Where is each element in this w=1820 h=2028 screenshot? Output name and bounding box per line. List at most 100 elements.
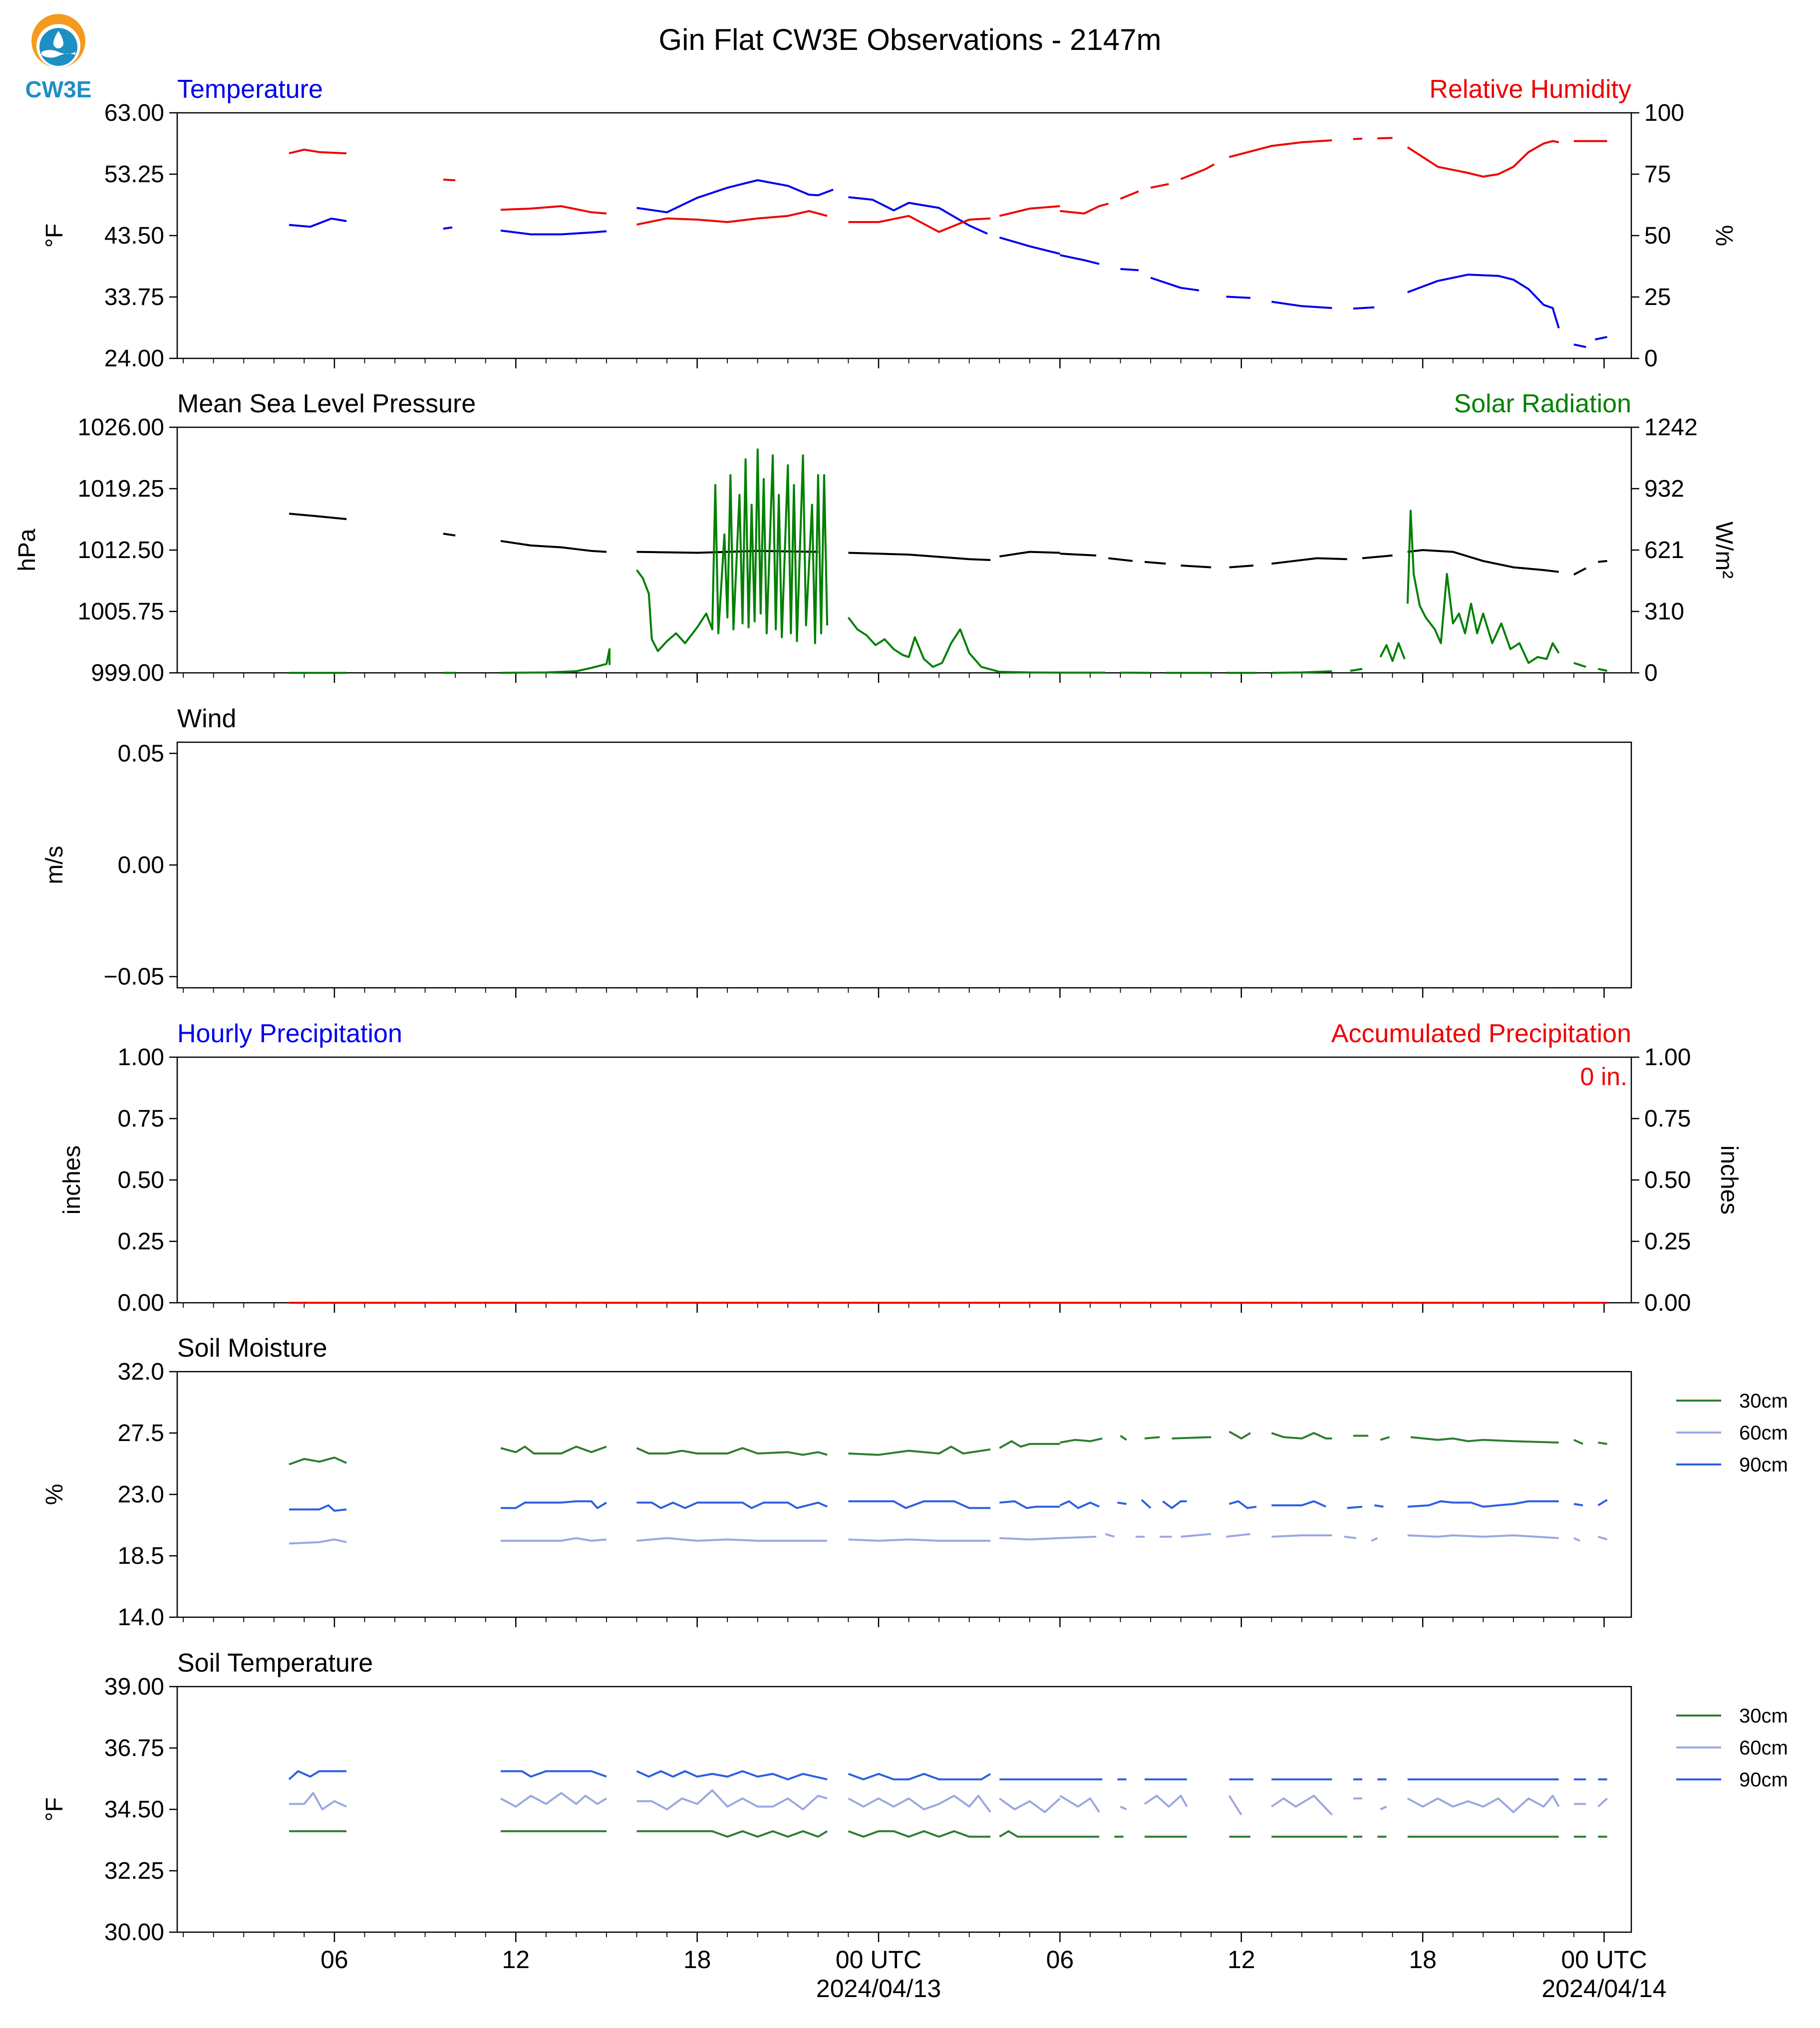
precip-ylabel-right: inches [1716,1146,1742,1215]
wind-ylabel: m/s [41,846,68,884]
temperature-ylabel: °F [41,224,68,248]
temperature-ytick-right-label: 100 [1644,100,1684,126]
pressure-ylabel: hPa [14,529,40,572]
x-tick-label: 12 [1227,1946,1255,1974]
precip-ytick-label: 0.00 [118,1290,164,1316]
pressure-ytick-right-label: 621 [1644,537,1684,564]
panel-precip: Hourly Precipitation Accumulated Precipit… [59,1019,1742,1316]
figure-title: Gin Flat CW3E Observations - 2147m [658,23,1161,56]
temperature-ytick-label: 43.50 [104,223,164,249]
legend-label-30cm: 30cm [1739,1390,1788,1412]
soil_temperature-ytick-label: 34.50 [104,1796,164,1823]
pressure-ytick-label: 1005.75 [77,598,164,625]
panel-soil_temperature: Soil Temperature 30.00 32.25 34.50 36.75 39.0… [41,1649,1788,1946]
soil_moisture-ytick-label: 18.5 [118,1543,164,1569]
wind-ytick-label: 0.00 [118,852,164,878]
soil_moisture-ylabel: % [41,1484,68,1505]
temperature-title-left: Temperature [177,75,323,104]
legend-label-60cm: 60cm [1739,1422,1788,1444]
temperature-ytick-label: 24.00 [104,345,164,372]
soil_moisture-series-90cm [289,1499,1608,1512]
pressure-ytick-right-label: 1242 [1644,414,1698,441]
logo-wave-icon [41,50,75,58]
temperature-title-right: Relative Humidity [1429,75,1631,104]
soil_moisture-ytick-label: 14.0 [118,1604,164,1631]
legend-label-90cm: 90cm [1739,1769,1788,1791]
temperature-ytick-right-label: 0 [1644,345,1658,372]
soil_temperature-title-left: Soil Temperature [177,1649,373,1678]
soil_temperature-ytick-label: 39.00 [104,1674,164,1700]
panel-pressure: Mean Sea Level Pressure Solar Radiation 99… [14,389,1737,686]
temperature-ytick-right-label: 50 [1644,223,1671,249]
pressure-ytick-label: 1019.25 [77,476,164,502]
soil_temperature-ytick-label: 32.25 [104,1858,164,1884]
pressure-series-solar-radiation [289,448,1608,674]
legend-label-90cm: 90cm [1739,1454,1788,1476]
pressure-ytick-label: 1026.00 [77,414,164,441]
temperature-ytick-right-label: 75 [1644,161,1671,188]
panels: Temperature Relative Humidity 24.00 33.75 43… [14,75,1788,1946]
temperature-ytick-label: 63.00 [104,100,164,126]
temperature-ytick-label: 53.25 [104,161,164,188]
x-date-label: 2024/04/14 [1541,1975,1666,2003]
soil_moisture-ytick-label: 32.0 [118,1359,164,1385]
panel-temperature: Temperature Relative Humidity 24.00 33.75 43… [41,75,1737,372]
x-tick-label: 00 UTC [836,1946,921,1974]
soil_moisture-title-left: Soil Moisture [177,1334,327,1363]
soil_moisture-ytick-label: 23.0 [118,1481,164,1508]
wind-title-left: Wind [177,704,236,733]
pressure-ylabel-right: W/m² [1711,522,1737,579]
pressure-ytick-right-label: 310 [1644,598,1684,625]
precip-ytick-right-label: 0.50 [1644,1167,1691,1193]
precip-ytick-right-label: 0.25 [1644,1228,1691,1255]
precip-ytick-label: 0.75 [118,1106,164,1132]
soil_temperature-ytick-label: 30.00 [104,1919,164,1946]
soil_moisture-legend: 30cm 60cm 90cm [1676,1390,1788,1476]
pressure-ytick-right-label: 932 [1644,476,1684,502]
wind-ytick-label: −0.05 [104,964,164,990]
pressure-title-left: Mean Sea Level Pressure [177,389,476,418]
soil_temperature-ytick-label: 36.75 [104,1735,164,1761]
precip-ytick-right-label: 0.75 [1644,1106,1691,1132]
temperature-ytick-label: 33.75 [104,284,164,310]
panel-wind: Wind −0.05 0.00 0.05 m/s [41,704,1632,998]
precip-ytick-label: 1.00 [118,1044,164,1071]
soil_temperature-series-90cm [288,1770,1607,1780]
logo-text: CW3E [25,76,92,102]
pressure-title-right: Solar Radiation [1454,389,1631,418]
soil_temperature-ylabel: °F [41,1797,68,1822]
precip-ylabel: inches [59,1146,85,1215]
precip-ytick-right-label: 1.00 [1644,1044,1691,1071]
x-tick-label: 06 [320,1946,348,1974]
wind-ytick-label: 0.05 [118,740,164,767]
logo-drop-icon [53,31,63,48]
soil_moisture-ytick-label: 27.5 [118,1420,164,1447]
precip-ytick-label: 0.25 [118,1228,164,1255]
x-tick-label: 18 [683,1946,711,1974]
soil_temperature-legend: 30cm 60cm 90cm [1676,1705,1788,1791]
pressure-series-mean-sea-level-pressure [289,513,1607,576]
soil_moisture-series-30cm [289,1431,1607,1465]
pressure-ytick-label: 999.00 [91,660,164,686]
precip-title-right: Accumulated Precipitation [1331,1019,1631,1048]
temperature-ylabel-right: % [1711,225,1737,247]
cw3e-logo: CW3E [25,14,92,102]
precip-title-left: Hourly Precipitation [177,1019,402,1048]
x-tick-label: 12 [502,1946,530,1974]
panel-soil_moisture: Soil Moisture 14.0 18.5 23.0 27.5 32.0% 30cm 60… [41,1334,1788,1631]
x-tick-label: 18 [1409,1946,1437,1974]
pressure-ytick-label: 1012.50 [77,537,164,564]
soil_moisture-series-60cm [289,1533,1608,1545]
legend-label-60cm: 60cm [1739,1737,1788,1759]
x-tick-label: 06 [1046,1946,1074,1974]
soil_temperature-series-30cm [289,1830,1607,1838]
soil_temperature-series-60cm [289,1789,1608,1816]
pressure-ytick-right-label: 0 [1644,660,1658,686]
x-date-label: 2024/04/13 [816,1975,941,2003]
precip-ytick-right-label: 0.00 [1644,1290,1691,1316]
temperature-series-relative-humidity [289,137,1607,233]
precip-annotation: 0 in. [1580,1063,1627,1091]
precip-ytick-label: 0.50 [118,1167,164,1193]
